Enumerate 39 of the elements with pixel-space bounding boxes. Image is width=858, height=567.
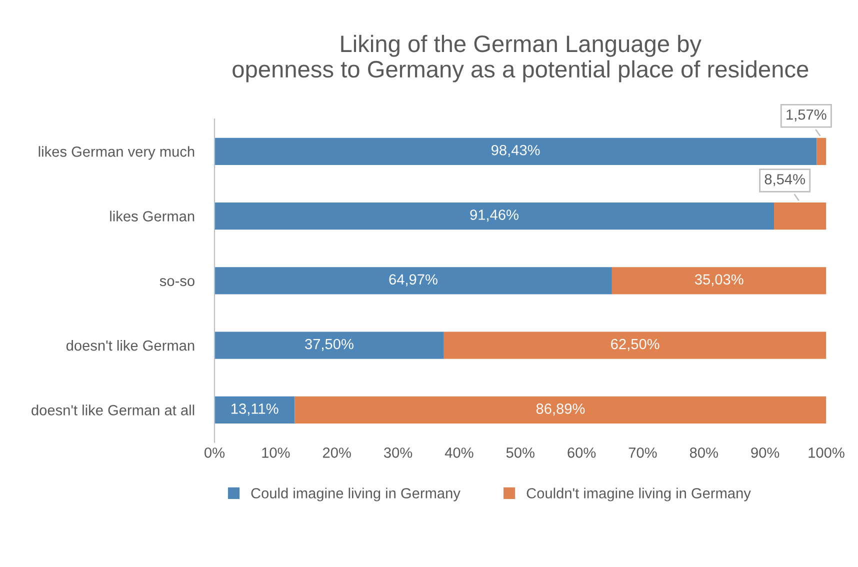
data-label: 91,46% <box>470 210 518 222</box>
data-label: 64,97% <box>389 274 438 286</box>
x-tick-label: 50% <box>506 448 534 458</box>
x-tick-label: 40% <box>444 448 474 458</box>
bar <box>214 202 774 230</box>
bar <box>214 267 612 294</box>
chart-title: Liking of the German Language by openness to Germany as a potential place of residence <box>232 34 808 82</box>
data-label: 8,54% <box>764 174 805 186</box>
x-tick-label: 100% <box>808 448 844 458</box>
data-label: 1,57% <box>786 109 826 122</box>
bar <box>774 202 826 230</box>
y-tick-label: likes German <box>110 210 194 222</box>
data-label: 98,43% <box>492 144 540 158</box>
bar <box>214 332 444 359</box>
bar <box>294 396 826 424</box>
y-tick-label: doesn't like German <box>66 340 194 351</box>
bar <box>816 138 826 165</box>
data-label: 35,03% <box>694 274 744 286</box>
legend-label: Couldn't imagine living in Germany <box>526 488 751 502</box>
bar <box>444 332 826 359</box>
x-tick-label: 30% <box>384 448 412 458</box>
y-tick-label: likes German very much <box>38 146 194 160</box>
x-tick-label: 70% <box>628 448 657 458</box>
x-tick-label: 20% <box>322 448 351 458</box>
data-label: 13,11% <box>232 404 278 416</box>
bar <box>612 267 826 294</box>
y-tick-label: doesn't like German at all <box>32 404 194 416</box>
data-label: 86,89% <box>536 404 585 416</box>
x-tick-label: 60% <box>568 448 596 458</box>
x-tick-label: 0% <box>204 448 225 458</box>
bar <box>214 396 295 424</box>
y-tick-label: so-so <box>160 278 194 286</box>
x-tick-label: 10% <box>262 448 290 458</box>
legend-label: Could imagine living in Germany <box>251 488 460 502</box>
data-label: 37,50% <box>305 338 354 351</box>
data-label: 62,50% <box>611 338 660 351</box>
x-tick-label: 90% <box>751 448 780 458</box>
bar <box>214 138 817 165</box>
x-tick-label: 80% <box>690 448 718 458</box>
